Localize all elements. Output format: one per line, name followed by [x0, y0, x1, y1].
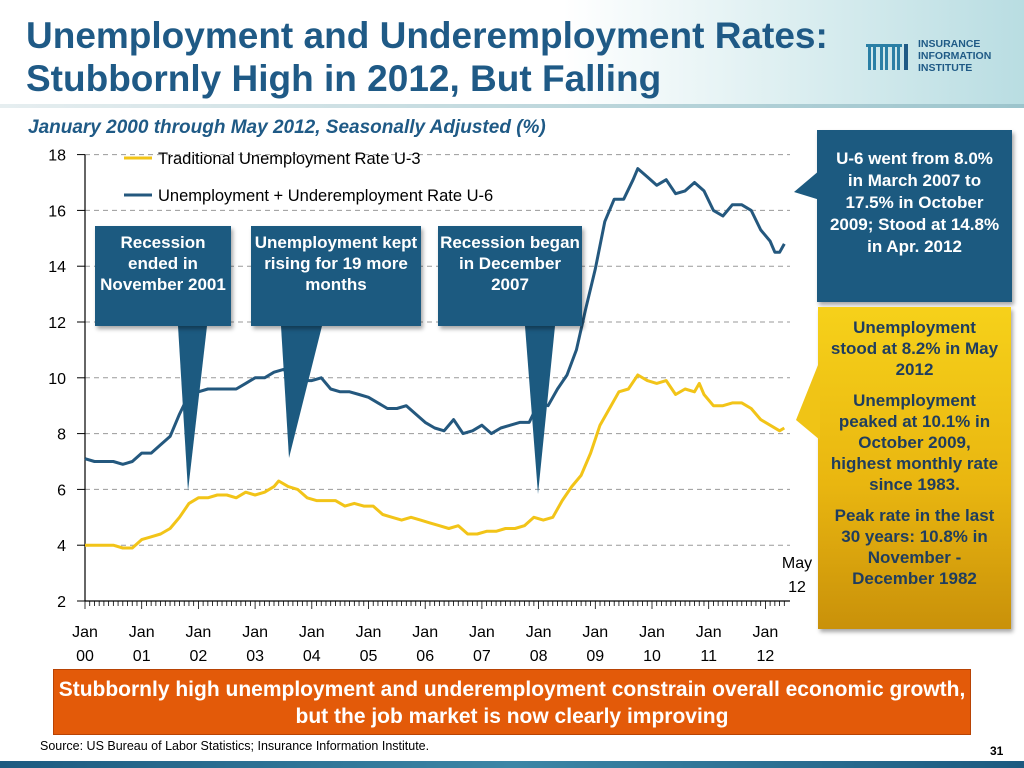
x-tick-label: Jan [469, 624, 495, 641]
x-tick-label: Jan [753, 624, 779, 641]
callout-recession-began-text: Recession began in December 2007 [440, 233, 580, 294]
y-tick-label: 12 [48, 315, 66, 332]
recession-ended-pointer [178, 326, 207, 491]
u3-fact-peak: Unemployment peaked at 10.1% in October … [830, 391, 999, 494]
recession-began-pointer [525, 326, 555, 494]
logo-line: INSURANCE [918, 38, 981, 50]
x-tick-label: 00 [76, 648, 94, 665]
chart-legend: Traditional Unemployment Rate U-3 Unemplo… [124, 150, 493, 205]
x-tick-label: 04 [303, 648, 321, 665]
callout-pointers [178, 326, 555, 494]
x-tick-label: 02 [190, 648, 208, 665]
y-tick-label: 8 [57, 427, 66, 444]
logo-line: INFORMATION [918, 50, 992, 62]
x-tick-label: Jan [186, 624, 212, 641]
x-tick-label: 07 [473, 648, 491, 665]
x-tick-label: 11 [700, 648, 717, 665]
u6-note-pointer [794, 170, 820, 200]
y-tick-label: 10 [48, 371, 66, 388]
chart-subtitle: January 2000 through May 2012, Seasonall… [28, 117, 546, 138]
y-tick-label: 18 [48, 148, 66, 165]
legend-label-u6: Unemployment + Underemployment Rate U-6 [158, 187, 493, 205]
chart-labels: 2 4 6 8 10 12 14 16 18 Jan 00 Jan 01 Jan 02 Jan 03 Jan 04 J… [48, 148, 812, 665]
u6-series-line [84, 167, 786, 466]
u3-series-line [85, 373, 786, 550]
u3-facts-pointer [796, 360, 820, 440]
x-tick-label: Jan [72, 624, 98, 641]
page-number: 31 [990, 744, 1004, 758]
u3-fact-30yr-peak: Peak rate in the last 30 years: 10.8% in… [834, 506, 995, 588]
logo-wordmark: INSURANCE INFORMATION INSTITUTE [918, 38, 991, 74]
x-tick-label: Jan [582, 624, 608, 641]
x-tick-label: 12 [757, 648, 775, 665]
x-tick-label: Jan [639, 624, 665, 641]
takeaway-banner: Stubbornly high unemployment and underem… [53, 669, 971, 735]
y-tick-label: 16 [48, 203, 66, 220]
x-tick-label: Jan [412, 624, 438, 641]
source-note: Source: US Bureau of Labor Statistics; I… [40, 739, 430, 753]
y-tick-label: 2 [57, 594, 66, 611]
iii-logo-icon [866, 44, 908, 70]
u6-note-box: U-6 went from 8.0% in March 2007 to 17.5… [817, 130, 1012, 302]
u6-note-text: U-6 went from 8.0% in March 2007 to 17.5… [829, 149, 1000, 256]
callout-recession-ended: Recession ended in November 2001 [95, 226, 231, 326]
x-tick-label: 01 [133, 648, 151, 665]
y-tick-label: 4 [57, 538, 66, 555]
end-date-label: May [782, 555, 812, 572]
end-date-label: 12 [788, 579, 806, 596]
x-tick-label: 10 [643, 648, 661, 665]
callout-kept-rising: Unemployment kept rising for 19 more mon… [251, 226, 421, 326]
callout-kept-rising-text: Unemployment kept rising for 19 more mon… [254, 233, 418, 294]
callout-recession-began: Recession began in December 2007 [438, 226, 582, 326]
x-tick-label: Jan [129, 624, 155, 641]
x-tick-label: Jan [696, 624, 722, 641]
x-tick-label: Jan [242, 624, 268, 641]
y-tick-label: 6 [57, 482, 66, 499]
x-tick-label: 09 [586, 648, 604, 665]
x-tick-label: 08 [530, 648, 548, 665]
slide-title: Unemployment and Underemployment Rates: … [26, 15, 828, 99]
callout-recession-ended-text: Recession ended in November 2001 [100, 233, 226, 294]
x-tick-label: Jan [299, 624, 325, 641]
x-tick-label: 03 [246, 648, 264, 665]
chart-series [84, 167, 786, 550]
u3-facts-box: Unemployment stood at 8.2% in May 2012 U… [818, 307, 1011, 629]
legend-label-u3: Traditional Unemployment Rate U-3 [158, 150, 421, 168]
header-divider [0, 104, 1024, 108]
footer-bar [0, 761, 1024, 768]
y-tick-label: 14 [48, 259, 66, 276]
x-tick-label: Jan [356, 624, 382, 641]
takeaway-banner-text: Stubbornly high unemployment and underem… [58, 678, 966, 728]
header-band [0, 0, 1024, 108]
logo-line: INSTITUTE [918, 62, 973, 74]
unemployment-line-chart: 2 4 6 8 10 12 14 16 18 Jan 00 Jan 01 Jan 02 Jan 03 Jan 04 J… [48, 148, 812, 665]
x-tick-label: 05 [360, 648, 378, 665]
iii-logo: INSURANCE INFORMATION INSTITUTE [866, 38, 1016, 78]
kept-rising-pointer [281, 326, 322, 458]
x-tick-label: Jan [526, 624, 552, 641]
chart-gridlines [85, 154, 790, 546]
chart-axes [77, 154, 790, 609]
u3-fact-current: Unemployment stood at 8.2% in May 2012 [830, 318, 999, 379]
x-tick-label: 06 [416, 648, 434, 665]
